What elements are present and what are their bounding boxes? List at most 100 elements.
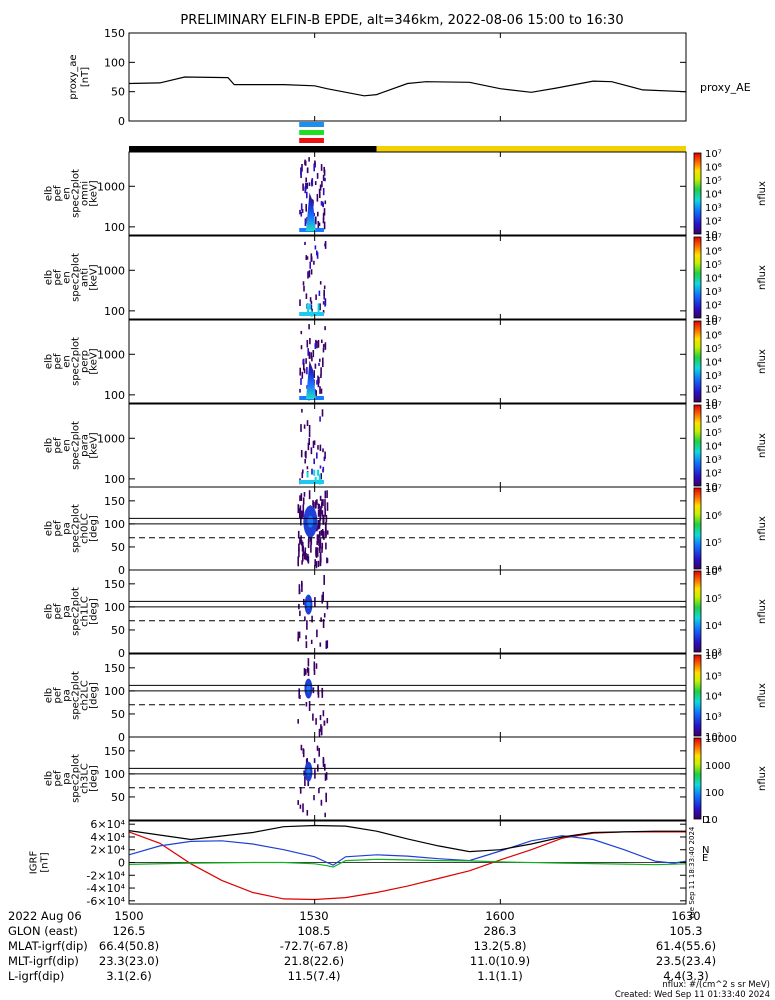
spectrogram-pixel [324, 298, 327, 306]
spectrogram-pixel [323, 289, 325, 296]
spectrogram-pixel [305, 669, 307, 675]
spectrogram-pixel [319, 281, 322, 285]
spectrogram-pixel [314, 181, 317, 186]
y-tick-label: 0 [118, 857, 125, 870]
spectrogram-pixel [314, 343, 317, 349]
spectrogram-pixel [318, 728, 321, 737]
colorbar-tick-label: 10⁶ [705, 163, 722, 174]
colorbar-7: 10 100 1000 10000 nflux [693, 734, 768, 826]
y-tick-label: 2×10⁴ [90, 844, 125, 857]
spectrogram-pixel [322, 212, 325, 220]
spectrogram-pixel [318, 222, 321, 227]
y-tick-label: 1000 [97, 180, 125, 193]
spectrogram-pixel [315, 561, 318, 569]
spectrogram-pixel [309, 261, 311, 269]
spectrogram-pixel [306, 256, 309, 260]
y-axis-label-line: [keV] [89, 432, 100, 458]
spectrogram-pixel [323, 169, 326, 176]
spectrogram-pixel [304, 241, 306, 246]
spectrogram-pixel [297, 530, 300, 539]
spectrogram-pixel [322, 357, 324, 364]
spectrogram-pixel [298, 584, 301, 595]
spectrogram-pixel [300, 424, 302, 432]
spectrogram-pixel [302, 510, 304, 518]
y-axis-label-line: pef [53, 185, 64, 202]
spectrogram-pixel [324, 773, 327, 781]
spectrogram-pixel [310, 352, 312, 359]
spectrogram-pixel [311, 468, 313, 475]
status-bar-2 [299, 138, 324, 143]
spectrogram-pixel [324, 241, 327, 249]
y-axis-label-line: ch2LC [80, 680, 91, 711]
colorbar-label: nflux [757, 433, 768, 458]
spectrogram-pixel [317, 339, 320, 348]
spectrogram-pixel [317, 509, 320, 517]
spectrogram-pixel [320, 164, 323, 171]
y-axis-label-line: pa [62, 772, 73, 784]
spectrogram-pixel [312, 350, 315, 358]
spectrogram-pixel [319, 386, 321, 394]
spectrogram-pixel [306, 810, 309, 816]
spectrogram-pixel [320, 530, 323, 536]
spectrogram-pixel [322, 533, 324, 539]
y-axis-label-line: [deg] [89, 598, 100, 625]
igrf-side-text: tue Sep 11 18:33:40 2024 [688, 826, 696, 918]
spectrogram-pixel [313, 758, 316, 763]
spectrogram-pixel [298, 631, 301, 639]
spectrogram-pixel [316, 452, 318, 459]
colorbar-gradient [693, 404, 702, 487]
pitch-angle-panels: 050100150elbpefpaspec2plotch0LC[deg]0501… [44, 486, 687, 821]
spectrogram-pixel [314, 245, 317, 250]
y-axis-label-line: [keV] [89, 264, 100, 290]
colorbar-tick-label: 10⁷ [705, 317, 722, 328]
y-tick-label: 1000 [97, 432, 125, 445]
spectrogram-pixel [305, 177, 307, 183]
y-tick-label: 1000 [97, 264, 125, 277]
panel-frame [128, 486, 687, 571]
spectrogram-pixel [308, 701, 311, 711]
flux-blob [306, 192, 316, 231]
spectrogram-pixel [307, 348, 309, 356]
y-tick-label: 100 [104, 518, 125, 531]
footer-value: 286.3 [484, 924, 517, 938]
spectrogram-pixel [313, 469, 316, 476]
spectrogram-pixel [308, 270, 311, 278]
footer-value: 4.4(3.3) [663, 969, 709, 983]
spectrogram-pixel [304, 451, 307, 457]
colorbar-gradient [693, 320, 702, 403]
spectrogram-pixel [306, 191, 308, 199]
y-tick-label: -2×10⁴ [86, 869, 125, 882]
colorbar-tick-label: 10⁴ [705, 358, 722, 369]
igrf-total-line [128, 824, 686, 853]
spectrogram-pixel [326, 601, 329, 610]
y-axis-label-line: IGRF [29, 851, 40, 875]
spectrogram-pixel [300, 211, 303, 217]
spectrogram-pixel [319, 358, 321, 362]
y-axis-label-line: spec2plot [71, 754, 82, 803]
igrf-side-text-label: tue Sep 11 18:33:40 2024 [688, 826, 696, 918]
spectrogram-pixel [323, 292, 325, 300]
panel-frame [128, 403, 687, 488]
colorbar-label-text: nflux [757, 265, 768, 290]
colorbar-2: 10 10² 10³ 10⁴ 10⁵ 10⁶ 10⁷ nflux [693, 317, 768, 409]
panel-frame [128, 653, 687, 738]
colorbar-tick-label: 10³ [705, 287, 722, 298]
spectrogram-pixel [312, 687, 315, 694]
colorbar-tick-label: 10⁴ [705, 190, 722, 201]
flux-blob [306, 360, 316, 399]
spectrogram-pixel [297, 637, 299, 642]
footer-value: 1630 [671, 909, 700, 923]
spectrogram-pixel [314, 476, 317, 483]
spectrogram-pixel [324, 451, 326, 459]
colorbar-tick-label: 10² [705, 217, 722, 228]
spectrogram-pixel [305, 641, 308, 649]
spectrogram-pixel [314, 363, 317, 369]
y-axis-label-line: spec2plot [71, 504, 82, 553]
spectrogram-pixel [301, 408, 303, 413]
colorbar-5: 10³ 10⁴ 10⁵ 10⁶ nflux [693, 567, 768, 659]
spectrogram-pixel [304, 218, 307, 227]
